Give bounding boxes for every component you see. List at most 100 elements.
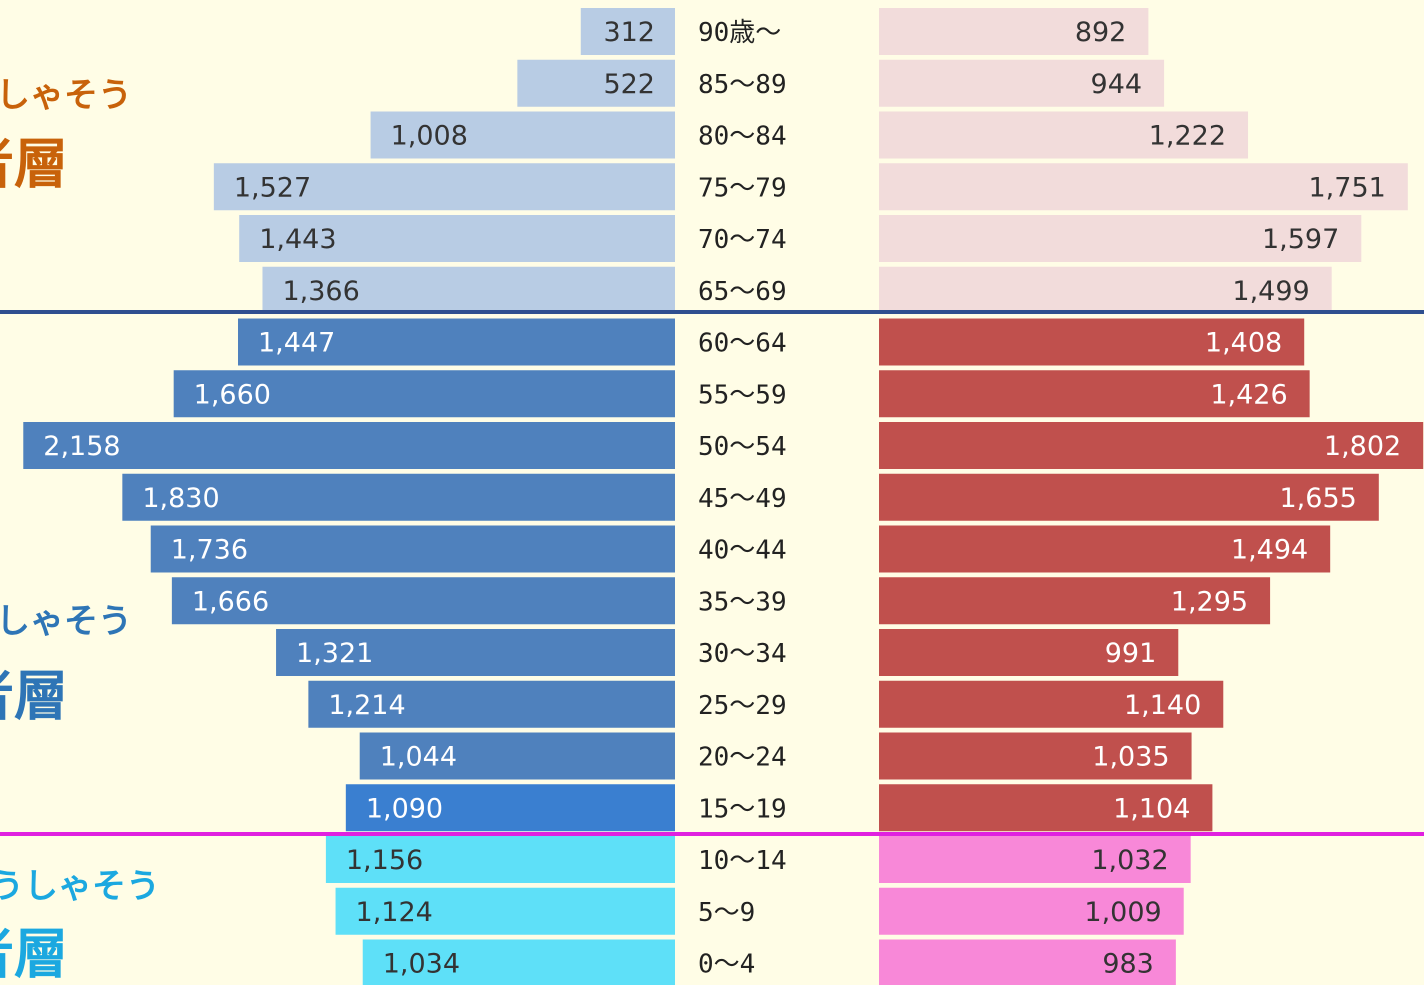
bar xyxy=(879,266,1332,314)
value-label: 1,830 xyxy=(142,483,219,514)
bar xyxy=(325,836,675,883)
value-label: 1,499 xyxy=(1232,276,1309,307)
bar xyxy=(879,370,1310,418)
value-label: 1,295 xyxy=(1171,586,1248,617)
value-label: 1,222 xyxy=(1149,121,1226,152)
group-label: しゃそう xyxy=(0,76,132,116)
group-label: 者層 xyxy=(0,665,68,728)
value-label: 1,008 xyxy=(391,121,468,152)
bar xyxy=(238,318,676,366)
age-label: 40〜44 xyxy=(698,536,787,566)
bar xyxy=(879,111,1249,159)
age-label: 60〜64 xyxy=(698,329,787,359)
bar xyxy=(879,939,1176,985)
bar xyxy=(517,59,675,107)
value-label: 1,426 xyxy=(1210,379,1287,410)
bar xyxy=(308,680,675,728)
value-label: 1,597 xyxy=(1262,224,1339,255)
value-label: 1,527 xyxy=(234,172,311,203)
value-label: 892 xyxy=(1075,17,1127,48)
age-label: 85〜89 xyxy=(698,70,787,100)
value-label: 312 xyxy=(603,17,655,48)
age-label: 70〜74 xyxy=(698,225,787,255)
value-label: 1,090 xyxy=(366,793,443,824)
value-label: 1,032 xyxy=(1091,845,1168,876)
bar xyxy=(171,577,676,625)
bar xyxy=(879,577,1271,625)
value-label: 1,124 xyxy=(356,897,433,928)
value-label: 2,158 xyxy=(43,431,120,462)
value-label: 1,034 xyxy=(383,949,460,980)
value-label: 991 xyxy=(1105,638,1157,669)
value-label: 1,044 xyxy=(380,742,457,773)
group-label: うしゃそう xyxy=(0,867,160,907)
value-label: 1,214 xyxy=(328,690,405,721)
bar xyxy=(879,836,1191,883)
group-label: 者層 xyxy=(0,133,68,196)
age-label: 80〜84 xyxy=(698,122,787,152)
value-label: 1,655 xyxy=(1280,483,1357,514)
bar xyxy=(370,111,675,159)
age-label: 5〜9 xyxy=(698,898,755,928)
group-label: 者層 xyxy=(0,923,68,985)
bar xyxy=(879,215,1362,262)
value-label: 1,736 xyxy=(171,535,248,566)
value-label: 1,321 xyxy=(296,638,373,669)
value-label: 1,447 xyxy=(258,328,335,359)
value-label: 1,140 xyxy=(1124,690,1201,721)
group-label: しゃそう xyxy=(0,602,132,642)
bar xyxy=(262,266,675,314)
bar xyxy=(879,163,1408,211)
bar xyxy=(879,473,1379,521)
bar xyxy=(276,629,675,676)
value-label: 1,408 xyxy=(1205,328,1282,359)
value-label: 1,009 xyxy=(1084,897,1161,928)
age-label: 50〜54 xyxy=(698,432,787,462)
bar xyxy=(879,887,1184,935)
bar xyxy=(23,422,676,469)
value-label: 1,366 xyxy=(282,276,359,307)
bar xyxy=(879,629,1179,676)
value-label: 1,443 xyxy=(259,224,336,255)
bar xyxy=(879,59,1165,107)
age-label: 35〜39 xyxy=(698,587,787,617)
bar xyxy=(150,525,675,573)
bar xyxy=(879,318,1305,366)
bar xyxy=(879,422,1424,469)
age-label: 75〜79 xyxy=(698,173,787,203)
bar xyxy=(580,8,675,55)
bar xyxy=(362,939,675,985)
value-label: 1,660 xyxy=(194,379,271,410)
value-label: 1,104 xyxy=(1113,793,1190,824)
value-label: 944 xyxy=(1091,69,1143,100)
bar xyxy=(879,525,1331,573)
age-label: 10〜14 xyxy=(698,846,787,876)
bar xyxy=(335,887,675,935)
bar xyxy=(879,8,1149,55)
value-label: 1,802 xyxy=(1324,431,1401,462)
bar xyxy=(879,732,1192,780)
age-label: 15〜19 xyxy=(698,794,787,824)
bar xyxy=(239,215,676,262)
age-label: 65〜69 xyxy=(698,277,787,307)
age-label: 25〜29 xyxy=(698,691,787,721)
age-label: 90歳〜 xyxy=(698,18,781,48)
value-label: 1,494 xyxy=(1231,535,1308,566)
bar xyxy=(359,732,675,780)
bar xyxy=(173,370,675,418)
bar xyxy=(879,680,1224,728)
age-label: 0〜4 xyxy=(698,950,755,980)
bar xyxy=(122,473,676,521)
age-label: 45〜49 xyxy=(698,484,787,514)
value-label: 522 xyxy=(603,69,655,100)
age-label: 55〜59 xyxy=(698,380,787,410)
value-label: 1,035 xyxy=(1092,742,1169,773)
value-label: 1,156 xyxy=(346,845,423,876)
bar xyxy=(213,163,675,211)
value-label: 1,666 xyxy=(192,586,269,617)
value-label: 983 xyxy=(1102,949,1154,980)
value-label: 1,751 xyxy=(1309,172,1386,203)
bar xyxy=(345,784,675,832)
age-label: 30〜34 xyxy=(698,639,787,669)
